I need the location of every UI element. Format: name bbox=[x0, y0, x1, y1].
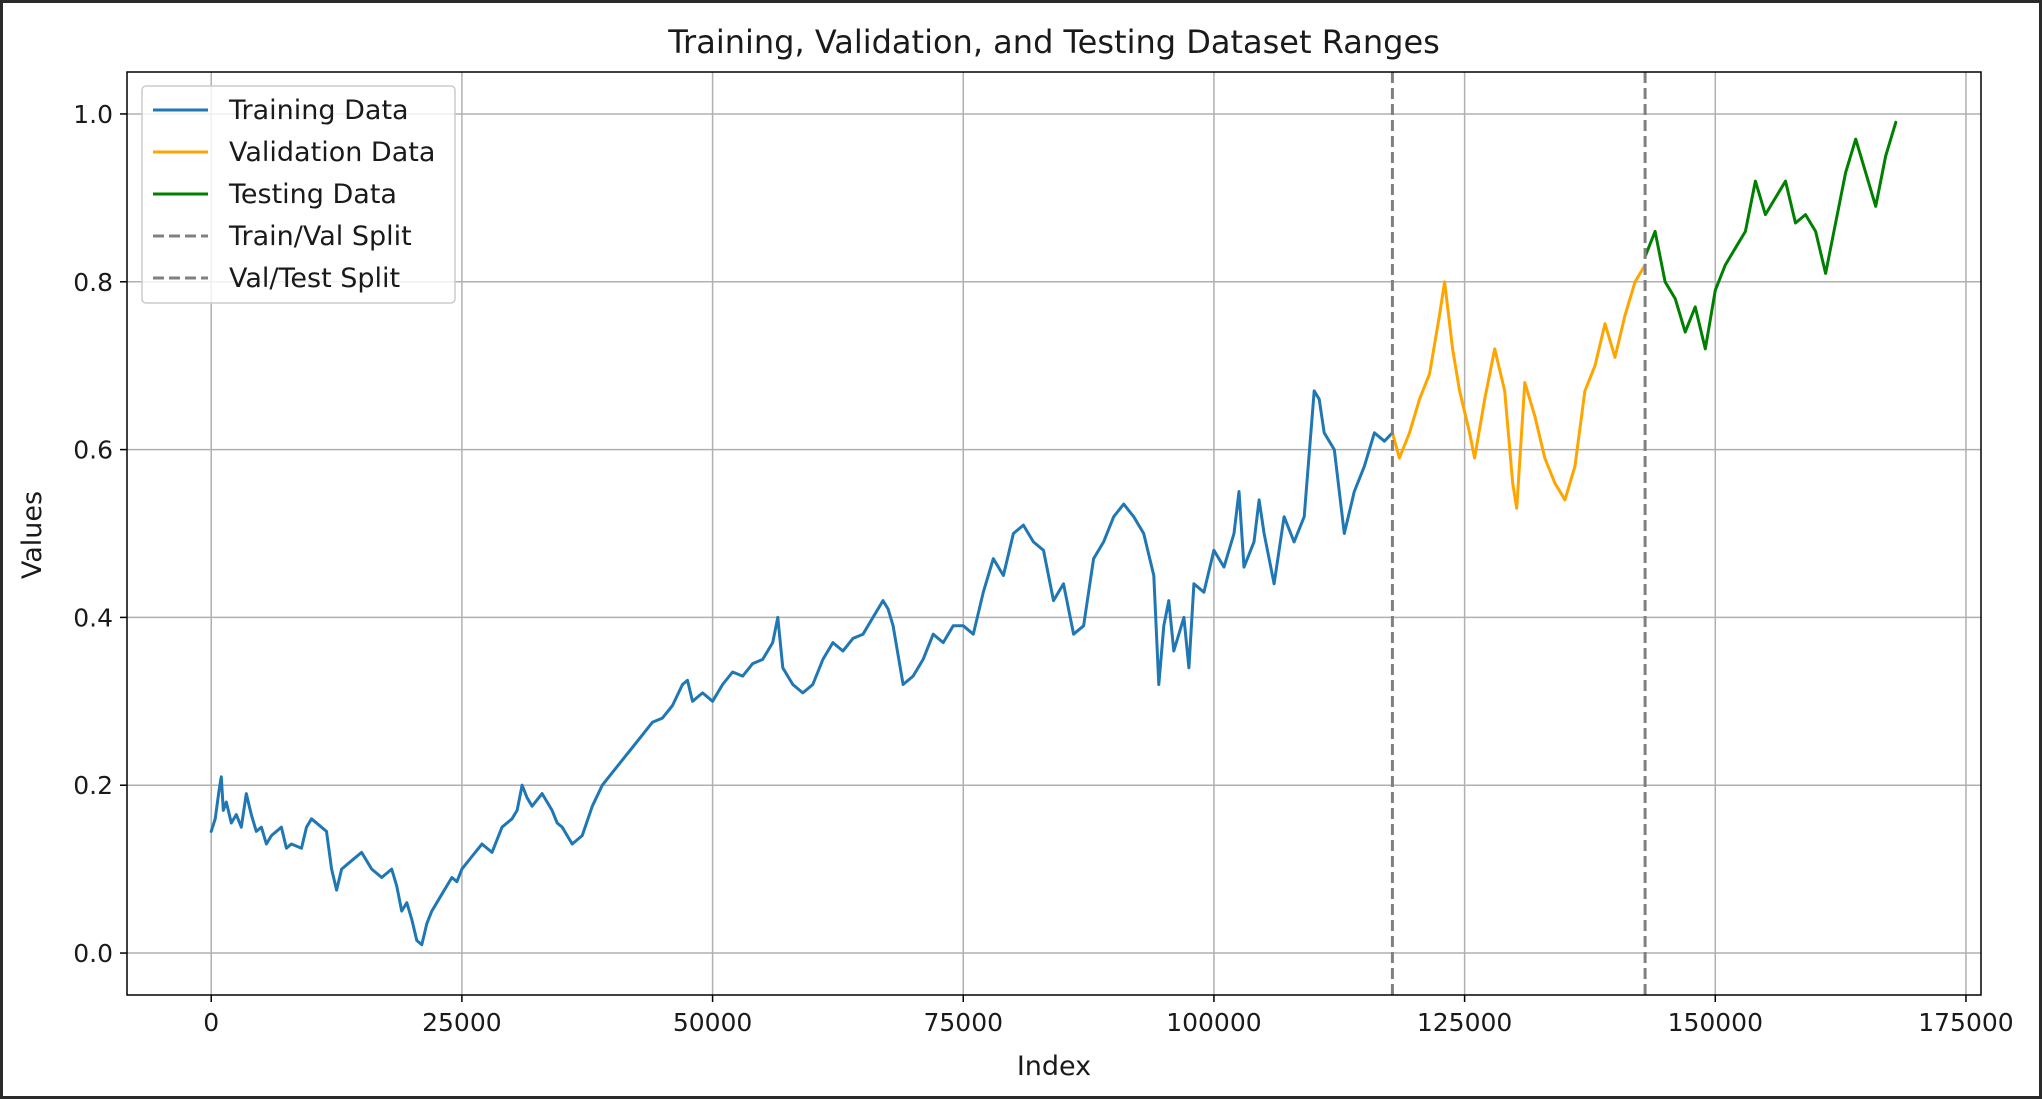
y-tick-label: 1.0 bbox=[73, 100, 113, 129]
chart-canvas: Training, Validation, and Testing Datase… bbox=[3, 3, 2039, 1096]
y-axis-ticks: 0.0 0.2 0.4 0.6 0.8 1.0 bbox=[73, 100, 127, 968]
x-tick-label: 175000 bbox=[1918, 1008, 2013, 1037]
chart-title: Training, Validation, and Testing Datase… bbox=[667, 23, 1440, 61]
x-tick-label: 125000 bbox=[1417, 1008, 1512, 1037]
line-chart: Training, Validation, and Testing Datase… bbox=[17, 23, 2014, 1082]
grid-layer bbox=[127, 72, 1981, 995]
y-tick-label: 0.8 bbox=[73, 268, 113, 297]
legend-label: Testing Data bbox=[228, 179, 397, 210]
x-tick-label: 0 bbox=[203, 1008, 219, 1037]
y-tick-label: 0.0 bbox=[73, 939, 113, 968]
y-axis-label: Values bbox=[17, 491, 48, 579]
legend-label: Validation Data bbox=[229, 137, 435, 168]
data-layer bbox=[209, 120, 1898, 947]
legend: Training Data Validation Data Testing Data… bbox=[141, 85, 456, 304]
legend-label: Training Data bbox=[228, 95, 409, 126]
testing-data-series bbox=[1643, 120, 1898, 351]
x-tick-label: 100000 bbox=[1166, 1008, 1261, 1037]
legend-label: Train/Val Split bbox=[228, 221, 412, 252]
x-tick-label: 150000 bbox=[1668, 1008, 1763, 1037]
x-axis-ticks: 0 25000 50000 75000 100000 125000 150000 175000 bbox=[203, 995, 2014, 1037]
x-tick-label: 25000 bbox=[422, 1008, 502, 1037]
legend-label: Val/Test Split bbox=[229, 263, 400, 294]
legend-box bbox=[141, 85, 456, 304]
x-tick-label: 50000 bbox=[673, 1008, 753, 1037]
y-tick-label: 0.6 bbox=[73, 436, 113, 465]
plot-frame bbox=[126, 71, 1982, 996]
y-tick-label: 0.2 bbox=[73, 771, 113, 800]
x-tick-label: 75000 bbox=[923, 1008, 1003, 1037]
training-data-series bbox=[209, 389, 1394, 947]
split-layer bbox=[1390, 72, 1647, 995]
x-axis-label: Index bbox=[1017, 1051, 1091, 1082]
validation-data-series bbox=[1390, 263, 1647, 510]
y-tick-label: 0.4 bbox=[73, 603, 113, 632]
